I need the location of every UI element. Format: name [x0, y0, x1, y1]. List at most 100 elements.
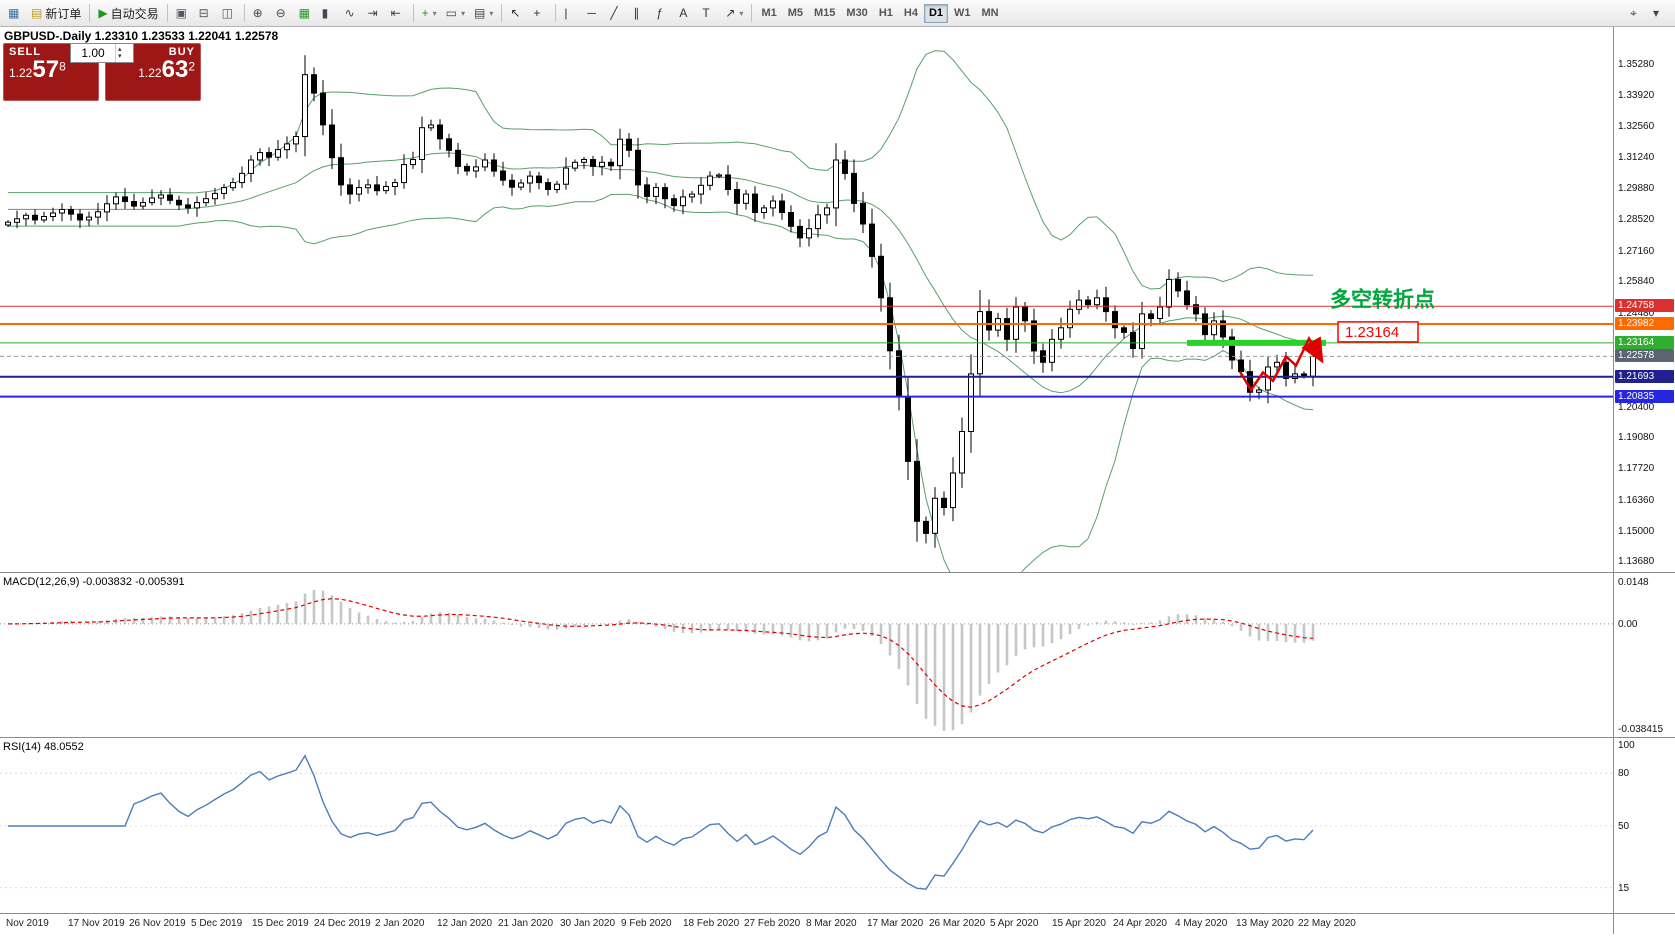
timeframe-m30-button[interactable]: M30 [841, 4, 872, 23]
sell-price: 1.22578 [9, 56, 66, 83]
sell-label: SELL [9, 46, 42, 58]
chart-properties-button[interactable]: ⌖ [1626, 3, 1648, 24]
new-order-button: ▤ [31, 6, 43, 20]
buy-button[interactable]: BUY 1.22632 [105, 43, 201, 101]
date-label: Nov 2019 [6, 918, 49, 929]
volume-up-icon[interactable]: ▴ [118, 46, 122, 53]
timeframe-h4-button[interactable]: H4 [899, 4, 923, 23]
tile-horizontally-button[interactable]: ⊟ [195, 3, 217, 24]
label-button[interactable]: T [698, 3, 720, 24]
tile-vertically-button[interactable]: ◫ [218, 3, 240, 24]
periods-icon: ▭ [445, 6, 457, 20]
timeframe-w1-button[interactable]: W1 [949, 4, 976, 23]
date-label: 15 Apr 2020 [1052, 918, 1106, 929]
channel-icon: ∥ [633, 6, 640, 20]
timeframe-mn-button[interactable]: MN [977, 4, 1004, 23]
price-tick: 1.17720 [1618, 463, 1655, 474]
auto-scroll-button[interactable]: ⇥ [364, 3, 386, 24]
grid-button[interactable]: ▦ [295, 3, 317, 24]
label-icon: T [702, 6, 710, 20]
tile-horizontally-icon: ⊟ [198, 6, 209, 20]
autotrade-button-button[interactable]: ▶ 自动交易 [94, 3, 162, 24]
text-button[interactable]: A [675, 3, 697, 24]
price-tick: 1.33920 [1618, 90, 1655, 101]
trendline-button[interactable]: ╱ [606, 3, 628, 24]
date-label: 8 Mar 2020 [806, 918, 857, 929]
date-label: 24 Dec 2019 [314, 918, 371, 929]
price-tick: 1.28520 [1618, 214, 1655, 225]
price-tick: 1.25840 [1618, 276, 1655, 287]
new-order-button-button[interactable]: ▤ 新订单 [27, 3, 85, 24]
timeframe-m1-button[interactable]: M1 [756, 4, 781, 23]
timeframe-m15-button[interactable]: M15 [809, 4, 840, 23]
price-badge: 1.22578 [1615, 349, 1674, 362]
new-chart-icon: ▦ [8, 6, 20, 20]
price-tick: 1.32560 [1618, 121, 1655, 132]
indicators-button[interactable]: + ▾ [418, 3, 441, 24]
trendline-icon: ╱ [610, 6, 618, 20]
date-axis[interactable]: Nov 2019 17 Nov 2019 26 Nov 2019 5 Dec 2019… [0, 914, 1675, 934]
zoom-in-button[interactable]: ⊕ [249, 3, 271, 24]
more-tools-button[interactable]: ▾ [1649, 3, 1671, 24]
volume-down-icon[interactable]: ▾ [118, 53, 122, 60]
periods-button[interactable]: ▭ ▾ [442, 3, 469, 24]
timeframe-h1-button[interactable]: H1 [874, 4, 898, 23]
text-icon: A [679, 6, 688, 20]
price-badge: 1.20835 [1615, 390, 1674, 403]
cascade-windows-button[interactable]: ▣ [172, 3, 194, 24]
candlestick-chart[interactable]: 多空转折点 1.23164 [0, 27, 1613, 573]
price-tick: 1.31240 [1618, 152, 1655, 163]
rsi-axis: 100 80 50 15 [1613, 738, 1675, 913]
date-label: 22 May 2020 [1298, 918, 1356, 929]
macd-label: MACD(12,26,9) -0.003832 -0.005391 [3, 576, 185, 588]
new-chart-button[interactable]: ▦ [4, 3, 26, 24]
toolbar-separator [412, 4, 414, 22]
price-axis[interactable]: 1.35280 1.33920 1.32560 1.31240 1.29880 1.285… [1613, 27, 1675, 572]
templates-button[interactable]: ▤ ▾ [470, 3, 497, 24]
timeframe-d1-button[interactable]: D1 [923, 3, 948, 23]
chevron-down-icon: ▾ [739, 8, 744, 18]
date-label: 5 Dec 2019 [191, 918, 243, 929]
zoom-out-button[interactable]: ⊖ [272, 3, 294, 24]
timeframe-m5-button[interactable]: M5 [783, 4, 808, 23]
volume-spinner[interactable]: ▴ ▾ [115, 44, 124, 62]
volume-input[interactable] [71, 44, 115, 62]
arrows-button[interactable]: ↗ ▾ [721, 3, 747, 24]
date-label: 9 Feb 2020 [621, 918, 672, 929]
line-mode-icon: ∿ [344, 6, 355, 20]
date-label: 26 Nov 2019 [129, 918, 186, 929]
line-mode-button[interactable]: ∿ [341, 3, 363, 24]
price-tick: 1.19080 [1618, 432, 1655, 443]
horizontal-line-button[interactable]: ─ [583, 3, 605, 24]
grid-icon: ▦ [298, 6, 310, 20]
date-label: 2 Jan 2020 [375, 918, 425, 929]
one-click-trading-panel: SELL 1.22578 BUY 1.22632 ▴▾ [3, 43, 201, 101]
cursor-button[interactable]: ↖ [506, 3, 528, 24]
rsi-label: RSI(14) 48.0552 [3, 741, 84, 753]
crosshair-button[interactable]: + [529, 3, 551, 24]
chart-shift-button[interactable]: ⇤ [387, 3, 409, 24]
price-tick: 1.24480 [1618, 308, 1655, 319]
templates-icon: ▤ [474, 6, 486, 20]
tile-vertically-icon: ◫ [221, 6, 233, 20]
toolbar-separator [501, 4, 503, 22]
buy-label: BUY [168, 46, 195, 58]
price-badge: 1.23982 [1615, 317, 1674, 330]
date-label: 4 May 2020 [1175, 918, 1228, 929]
rsi-tick: 80 [1618, 768, 1630, 779]
indicators-icon: + [421, 6, 429, 20]
toolbar-separator [555, 4, 557, 22]
toolbar-separator [751, 4, 753, 22]
toolbar: ▦ ▤ 新订单 ▶ 自动交易 ▣ ⊟ ◫ ⊕ ⊖ ▦ ▮ ∿ ⇥ ⇤ + ▾ ▭ ▾ ▤ ▾ ↖ + | ─ ╱ ∥ ƒ A T ↗ ▾ M1 M… [0, 0, 1675, 27]
fibonacci-icon: ƒ [656, 6, 664, 20]
candlestick-mode-button[interactable]: ▮ [318, 3, 340, 24]
toolbar-separator [89, 4, 91, 22]
vertical-line-button[interactable]: | [560, 3, 582, 24]
autotrade-button: ▶ [98, 6, 108, 20]
rsi-chart[interactable] [0, 738, 1613, 914]
rsi-tick: 15 [1618, 883, 1630, 894]
macd-chart[interactable] [0, 573, 1613, 738]
fibonacci-button[interactable]: ƒ [652, 3, 674, 24]
channel-button[interactable]: ∥ [629, 3, 651, 24]
